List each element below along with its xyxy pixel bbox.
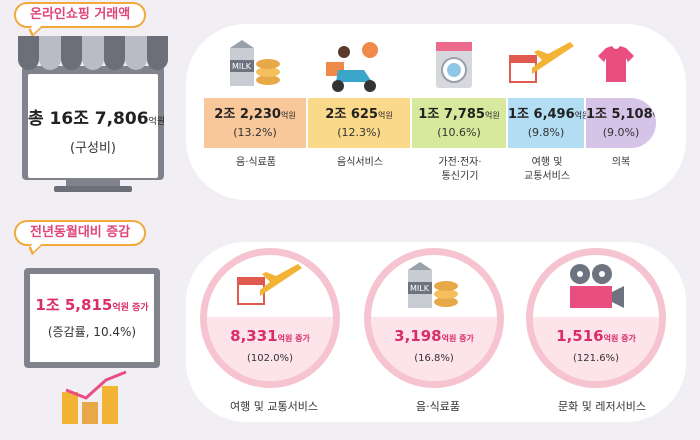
category-label-electronics: 가전·전자· 통신기기 — [438, 157, 482, 182]
increase-screen: 1조 5,815억원 증가 (증감률, 10.4%) — [30, 274, 154, 362]
segment-food-service: 2조 625억원 (12.3%) — [308, 98, 412, 148]
store-awning — [18, 36, 168, 70]
composition-bar: 2조 2,230억원 (13.2%) 2조 625억원 (12.3%) 1조 7… — [204, 98, 656, 148]
total-increase: 1조 5,815억원 증가 — [35, 296, 149, 314]
milk-food-icon: MILK — [230, 40, 280, 86]
segment-travel: 1조 6,496억원 (9.8%) — [508, 98, 589, 148]
increase-rate: (증감률, 10.4%) — [47, 325, 137, 339]
segment-clothing: 1조 5,108억원 (9.0%) — [586, 98, 656, 148]
store-monitor: 총 16조 7,806억원 (구성비) — [18, 36, 168, 192]
increase-label-travel: 여행 및 교통서비스 — [230, 400, 318, 413]
tshirt-icon — [598, 46, 634, 82]
coin-chart-icon — [62, 370, 127, 424]
increase-label-culture: 문화 및 레저서비스 — [558, 400, 646, 413]
category-label-food-service: 음식서비스 — [337, 157, 383, 168]
svg-text:MILK: MILK — [410, 284, 430, 293]
increase-label-food: 음·식료품 — [416, 400, 460, 413]
washing-machine-icon — [436, 42, 472, 88]
section-label-online-sales: 온라인쇼핑 거래액 — [14, 2, 147, 38]
film-projector-icon — [570, 264, 624, 308]
increase-item-travel: 8,331억원 증가 (102.0%) — [200, 248, 340, 388]
segment-food: 2조 2,230억원 (13.2%) — [204, 98, 308, 148]
airplane-calendar-icon — [237, 264, 302, 305]
section-label-text: 온라인쇼핑 거래액 — [30, 7, 131, 22]
airplane-calendar-icon — [509, 42, 574, 83]
total-sub: (구성비) — [69, 141, 117, 156]
category-label-travel: 여행 및 교통서비스 — [524, 157, 570, 182]
milk-food-icon: MILK — [408, 262, 458, 308]
increase-item-food: 3,198억원 증가 (16.8%) — [364, 248, 504, 388]
section-label-text: 전년동월대비 증감 — [30, 225, 131, 240]
segment-electronics: 1조 7,785억원 (10.6%) — [412, 98, 508, 148]
category-label-food: 음·식료품 — [236, 157, 276, 168]
delivery-scooter-icon — [326, 42, 378, 92]
section-label-yoy-change: 전년동월대비 증감 — [14, 220, 147, 256]
category-label-clothing: 의복 — [611, 157, 631, 168]
total-amount: 총 16조 7,806억원 — [28, 109, 166, 129]
svg-text:MILK: MILK — [232, 62, 252, 71]
